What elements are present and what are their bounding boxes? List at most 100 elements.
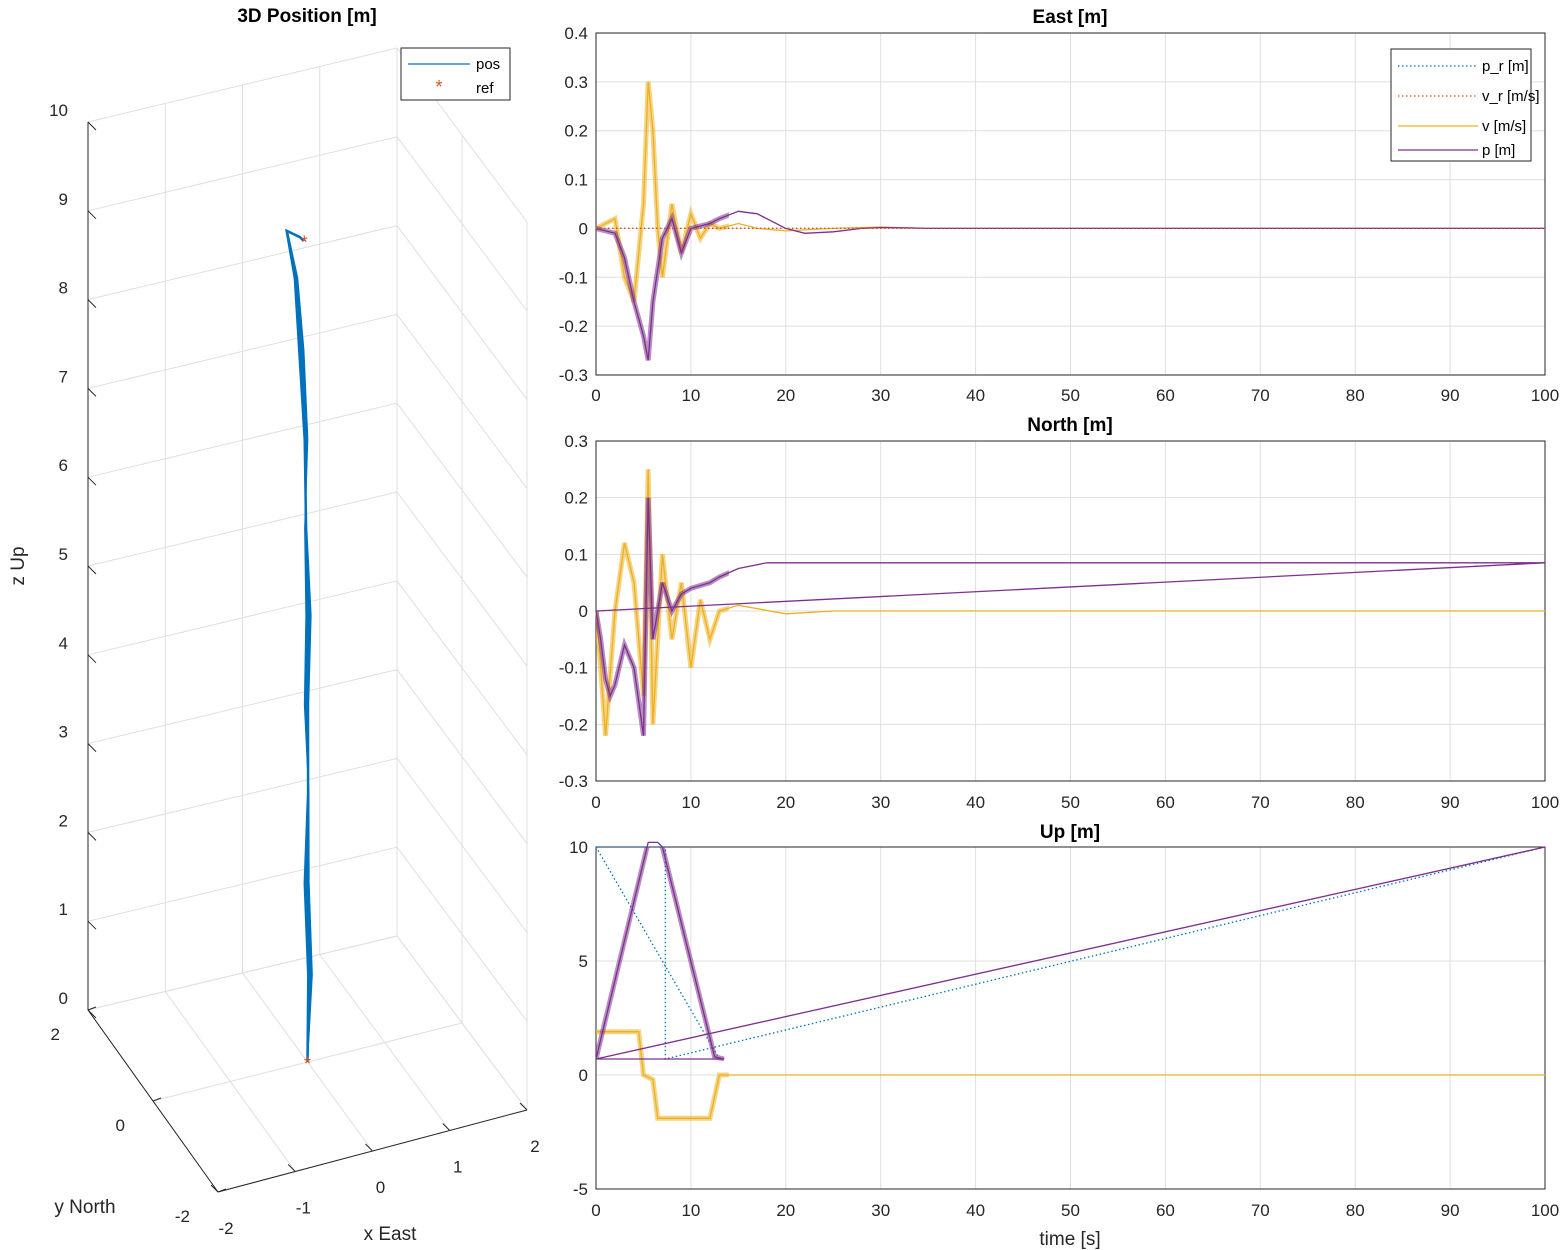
y-tick-label: 0 [116,1116,125,1135]
z-tick-mark [87,565,97,575]
position-3d-plot: 3D Position [m] 012345678910-2-1012-202 … [8,6,540,1245]
legend-marker-ref: * [435,77,442,97]
axes-box [595,846,1546,1190]
x-tick-label: 90 [1441,793,1460,812]
z-tick-mark [87,832,97,841]
series-group [595,469,1546,737]
series-band [596,81,729,303]
x-tick-label: 70 [1251,386,1270,405]
x-tick-label: 20 [776,1201,795,1220]
x-tick-label: 1 [453,1158,462,1177]
y-tick-label: 0 [579,602,588,621]
x-tick-label: 100 [1531,386,1559,405]
ref-marker: * [301,233,308,253]
y-tick-label: 0.4 [564,24,588,43]
x-tick-label: 30 [871,1201,890,1220]
x-tick-label: 60 [1156,386,1175,405]
series-line [595,846,720,1060]
ticks-3d: 0 1 2 3 4 5 6 7 8 9 10 -2 -1 0 1 2 -2 0 2 [49,101,540,1238]
x-tick-mark [287,1164,296,1172]
north-plot: North [m] 0 10 20 30 40 50 60 70 80 90 100 -0.3 -0.2… [559,415,1559,812]
series-line [595,562,1546,612]
plot-title-east: East [m] [1033,7,1108,28]
plot-title-north: North [m] [1027,415,1112,436]
grid-lines [595,846,1546,1190]
x-tick-label: 70 [1251,1201,1270,1220]
ylabel-3d: y North [54,1197,115,1218]
x-tick-label: 10 [681,1201,700,1220]
x-tick-label: 2 [530,1137,539,1156]
y-tick-label: 0.1 [564,545,588,564]
z-tick-mark [87,920,97,930]
y-tick-label: 0.3 [564,73,588,92]
xlabel-up: time [s] [1039,1229,1100,1250]
x-tick-label: 60 [1156,1201,1175,1220]
pos-trajectory-line [286,229,313,1063]
z-tick-label: 0 [59,989,68,1008]
series-group [595,81,1545,361]
x-tick-label: 40 [966,1201,985,1220]
z-tick-label: 6 [59,456,68,475]
y-tick-label: 0 [579,219,588,238]
legend-east: p_r [m] v_r [m/s] v [m/s] p [m] [1390,48,1540,162]
series-3d: ** [285,228,313,1074]
y-tick-mark [87,1006,97,1011]
y-tick-label: 0.2 [564,489,588,508]
y-tick-label: 0.3 [564,432,588,451]
z-tick-label: 2 [59,811,68,830]
y-tick-label: -0.1 [559,659,588,678]
grid-lines [595,32,1546,376]
series-line [595,846,1546,1060]
y-tick-label: 0 [579,1066,588,1085]
series-band [596,1029,729,1121]
x-tick-label: 90 [1441,386,1460,405]
series-group [595,841,1546,1121]
x-tick-label: 30 [871,386,890,405]
legend-label-pos: pos [476,56,500,73]
z-tick-mark [87,121,97,131]
y-tick-label: -0.1 [559,268,588,287]
x-tick-label: 20 [776,793,795,812]
z-tick-label: 7 [59,367,68,386]
y-tick-mark [152,1097,162,1102]
x-tick-label: 30 [871,793,890,812]
y-tick-label: -5 [573,1180,588,1199]
x-tick-label: 80 [1346,386,1365,405]
ref-marker: * [304,1054,311,1074]
y-tick-label: -0.2 [559,715,588,734]
x-tick-label: 0 [591,793,600,812]
series-line [596,846,1546,1060]
z-tick-label: 9 [59,190,68,209]
x-tick-mark [519,1102,528,1111]
x-tick-label: 80 [1346,1201,1365,1220]
z-tick-mark [87,299,97,308]
x-tick-label: 10 [681,793,700,812]
x-tick-label: 20 [776,386,795,405]
series-band [596,847,725,1062]
x-tick-label: 10 [681,386,700,405]
x-tick-label: 50 [1061,793,1080,812]
x-tick-label: 0 [376,1178,385,1197]
y-tick-label: -2 [175,1207,190,1226]
x-tick-label: 0 [591,386,600,405]
y-tick-label: 0.1 [564,171,588,190]
y-tick-label: 5 [579,952,588,971]
z-tick-mark [87,654,97,664]
y-tick-label: 2 [51,1025,60,1044]
x-tick-label: 80 [1346,793,1365,812]
up-plot: Up [m] time [s] 0 10 20 30 40 50 60 70 80 90 100-5… [569,822,1559,1250]
z-tick-label: 5 [59,545,68,564]
z-tick-label: 10 [49,101,68,120]
legend-label-p: p [m] [1482,142,1515,159]
z-tick-label: 4 [59,634,68,653]
z-tick-mark [87,1009,97,1019]
z-tick-label: 8 [59,279,68,298]
x-tick-label: 90 [1441,1201,1460,1220]
legend-label-pr: p_r [m] [1482,58,1529,75]
y-tick-label: 10 [569,838,588,857]
y-tick-mark [217,1188,227,1193]
y-tick-label: -0.3 [559,772,588,791]
y-tick-label: -0.2 [559,317,588,336]
legend-label-ref: ref [476,80,494,97]
series-band [596,211,729,361]
